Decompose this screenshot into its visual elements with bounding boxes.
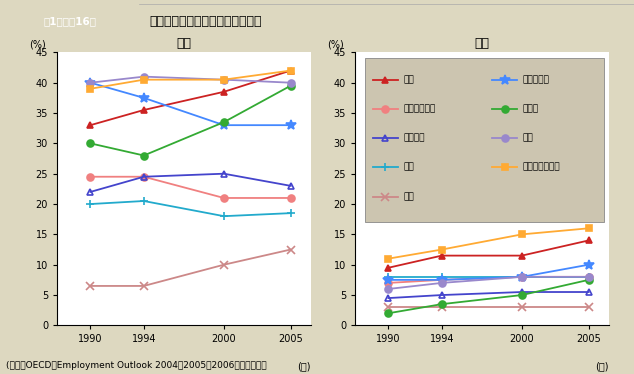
Text: オーストラリア: オーストラリア bbox=[522, 163, 560, 172]
Text: (%): (%) bbox=[327, 40, 344, 50]
Text: パートタイム労働者の比率の推移: パートタイム労働者の比率の推移 bbox=[150, 15, 262, 28]
Text: 米国: 米国 bbox=[403, 163, 414, 172]
Title: 女性: 女性 bbox=[176, 37, 191, 50]
Text: (備考）OECD『Employment Outlook 2004，2005，2006』より作成。: (備考）OECD『Employment Outlook 2004，2005，20… bbox=[6, 361, 267, 370]
Text: ノルウェー: ノルウェー bbox=[522, 75, 549, 84]
Text: フランス: フランス bbox=[403, 134, 425, 142]
Text: (年): (年) bbox=[595, 361, 609, 371]
Text: (%): (%) bbox=[29, 40, 46, 50]
Text: 第1－特－16図: 第1－特－16図 bbox=[43, 16, 96, 27]
Text: (年): (年) bbox=[297, 361, 311, 371]
Title: 男性: 男性 bbox=[474, 37, 489, 50]
Text: ドイツ: ドイツ bbox=[522, 104, 538, 113]
Text: 日本: 日本 bbox=[403, 75, 414, 84]
Text: スウェーデン: スウェーデン bbox=[403, 104, 436, 113]
Text: 英国: 英国 bbox=[522, 134, 533, 142]
FancyBboxPatch shape bbox=[365, 58, 604, 222]
Text: 韓国: 韓国 bbox=[403, 192, 414, 201]
